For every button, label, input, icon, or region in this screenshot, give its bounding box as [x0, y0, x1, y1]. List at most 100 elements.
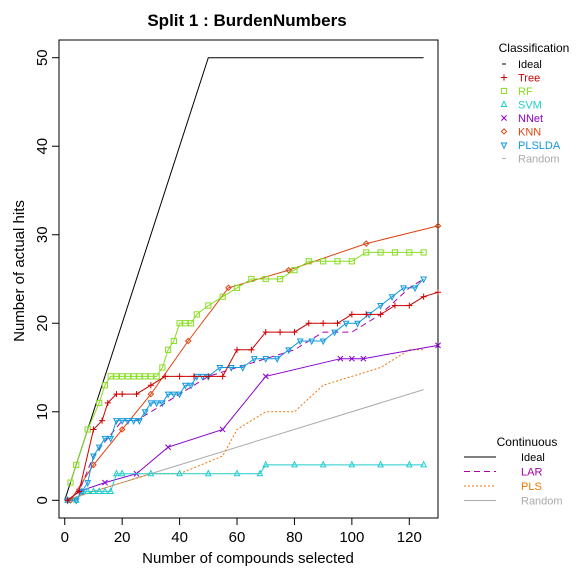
x-tick-label: 40 — [171, 529, 188, 546]
y-tick-label: 50 — [34, 49, 51, 66]
plslda-series-point — [388, 294, 396, 302]
rf-series-point — [205, 302, 212, 309]
rf-series-point — [334, 258, 341, 265]
tree-series-point — [147, 382, 154, 389]
plslda-series-point — [164, 391, 172, 399]
rf-series-point — [248, 275, 255, 283]
x-tick-label: 20 — [114, 529, 131, 546]
rf-series-point — [113, 373, 120, 380]
svm-series-point — [420, 460, 428, 468]
legend-label-random: Random — [521, 496, 563, 508]
y-tick-label: 0 — [34, 496, 51, 504]
plslda-series-point — [377, 303, 384, 310]
rf-series-point — [136, 373, 143, 380]
plslda-series-point — [262, 356, 270, 363]
knn-series-line — [70, 225, 439, 501]
rf-series-point — [153, 373, 160, 380]
rf-series-line — [70, 251, 424, 483]
nnet-series-point — [337, 355, 344, 362]
y-tick-label: 10 — [34, 403, 51, 420]
tree-series-point — [248, 346, 255, 353]
rf-series-point — [377, 249, 384, 256]
plslda-series-point — [72, 497, 80, 505]
pls-series — [67, 349, 424, 501]
svm-series-point — [72, 495, 80, 503]
tree-series-point — [377, 311, 384, 318]
plslda-series-point — [199, 373, 206, 381]
legend-swatch — [500, 74, 508, 81]
tree-series-point — [320, 320, 327, 327]
rf-series-point — [73, 461, 80, 468]
legend-swatch — [500, 128, 508, 135]
legend-label-random: Random — [518, 154, 560, 166]
rf-series-point — [67, 479, 74, 486]
rf-series-point — [262, 275, 269, 283]
plslda-series-point — [84, 480, 92, 487]
svm-series-point — [118, 469, 126, 477]
tree-series-point — [233, 346, 241, 353]
svm-series-point — [204, 469, 212, 477]
nnet-series-point — [219, 426, 226, 433]
knn-series-point — [147, 390, 155, 398]
knn-series-point — [184, 337, 192, 345]
svm-series-point — [319, 460, 327, 468]
rf-series-point — [142, 373, 149, 380]
rf-series-point — [176, 320, 183, 327]
tree-series-point — [64, 497, 71, 504]
legend-label-knn: KNN — [518, 127, 541, 139]
rf-series-point — [119, 373, 126, 380]
plslda-series-line — [67, 278, 424, 501]
rf-series-point — [165, 346, 172, 353]
svm-series-point — [256, 469, 264, 477]
knn-series — [67, 222, 442, 504]
legend-label-svm: SVM — [518, 100, 542, 112]
chart-title: Split 1 : BurdenNumbers — [147, 11, 346, 30]
tree-series-point — [75, 488, 83, 495]
plslda-series-point — [95, 444, 103, 452]
rf-series-point — [233, 284, 241, 291]
plslda-series-point — [181, 382, 189, 390]
tree-series-point — [119, 390, 126, 398]
rf-series-point — [320, 258, 327, 265]
legend-title: Classification — [499, 41, 570, 55]
random-series — [64, 389, 424, 501]
nnet-series-point — [360, 355, 367, 362]
plslda-series-point — [319, 338, 327, 346]
continuous-legend: Continuous Ideal LAR PLS Random — [464, 435, 563, 508]
x-tick-label: 100 — [339, 529, 364, 546]
plslda-series-point — [153, 400, 161, 408]
tree-series-point — [90, 426, 97, 433]
rf-series-point — [420, 249, 427, 256]
tree-series-point — [420, 293, 427, 300]
tree-series-point — [291, 329, 298, 336]
plslda-series-point — [227, 365, 235, 372]
legend-label-pls: PLS — [521, 481, 542, 493]
legend-swatch — [500, 142, 508, 150]
plslda-series-point — [365, 311, 373, 319]
rf-series-point — [182, 320, 189, 327]
tree-series-point — [133, 390, 140, 398]
tree-series-point — [363, 311, 370, 318]
plslda-series-point — [107, 435, 115, 443]
tree-series-point — [98, 417, 106, 424]
tree-series-point — [113, 390, 120, 398]
knn-series-point — [362, 240, 370, 247]
svm-series-line — [67, 464, 424, 501]
plslda-series-point — [193, 373, 201, 381]
legend-swatch — [500, 100, 508, 107]
tree-series-point — [176, 373, 183, 380]
series-layer — [64, 57, 442, 505]
tree-series-point — [406, 302, 413, 309]
tree-series — [64, 289, 442, 504]
svm-series-point — [78, 487, 86, 494]
rf-series-point — [159, 364, 166, 371]
ideal-series — [64, 57, 424, 501]
y-axis: 0 10 20 30 40 50 — [34, 49, 60, 504]
rf-series-point — [406, 249, 413, 256]
plslda-series-point — [420, 276, 428, 284]
plslda-series-point — [90, 453, 97, 461]
svm-series-point — [348, 460, 356, 468]
plslda-series-point — [331, 329, 339, 337]
nnet-series-point — [165, 444, 172, 451]
